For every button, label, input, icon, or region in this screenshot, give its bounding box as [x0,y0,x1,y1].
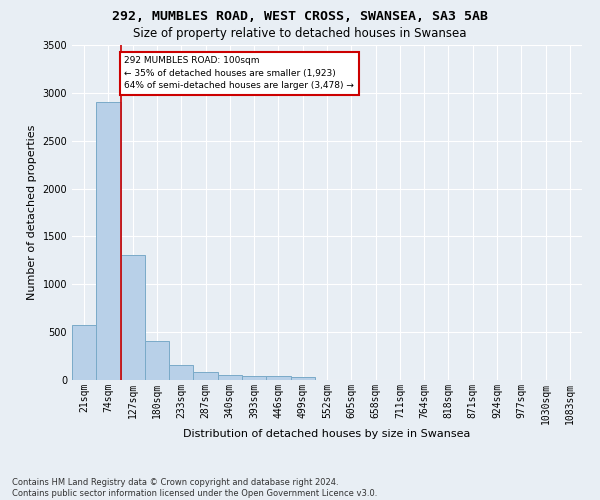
Bar [242,376,266,380]
Bar [218,374,242,380]
Bar [290,376,315,380]
Bar [266,376,290,380]
Text: Contains HM Land Registry data © Crown copyright and database right 2024.
Contai: Contains HM Land Registry data © Crown c… [12,478,377,498]
Text: 292 MUMBLES ROAD: 100sqm
← 35% of detached houses are smaller (1,923)
64% of sem: 292 MUMBLES ROAD: 100sqm ← 35% of detach… [124,56,354,90]
Bar [169,365,193,380]
Bar [193,372,218,380]
Bar [145,341,169,380]
Bar [72,326,96,380]
X-axis label: Distribution of detached houses by size in Swansea: Distribution of detached houses by size … [184,430,470,440]
Text: Size of property relative to detached houses in Swansea: Size of property relative to detached ho… [133,28,467,40]
Bar [96,102,121,380]
Text: 292, MUMBLES ROAD, WEST CROSS, SWANSEA, SA3 5AB: 292, MUMBLES ROAD, WEST CROSS, SWANSEA, … [112,10,488,23]
Bar [121,254,145,380]
Y-axis label: Number of detached properties: Number of detached properties [27,125,37,300]
